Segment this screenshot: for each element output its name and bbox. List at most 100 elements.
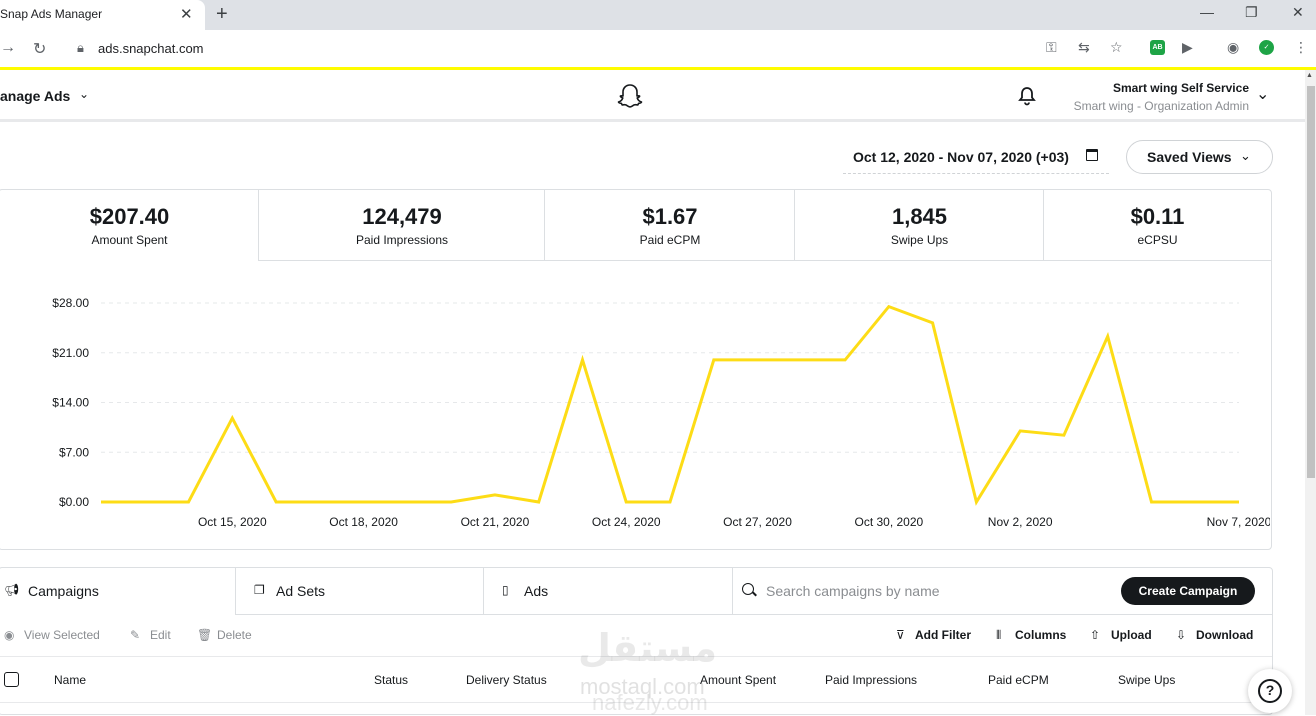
performance-card bbox=[0, 189, 1272, 550]
column-header-delivery-status[interactable]: Delivery Status bbox=[466, 673, 547, 687]
data-point[interactable] bbox=[403, 498, 411, 506]
restore-button[interactable]: ❐ bbox=[1245, 4, 1258, 20]
series-line-amount-spent[interactable] bbox=[101, 304, 1239, 506]
create-campaign-button[interactable]: Create Campaign bbox=[1121, 577, 1255, 605]
data-point[interactable] bbox=[710, 356, 718, 364]
account-role: Smart wing - Organization Admin bbox=[1073, 99, 1249, 113]
browser-menu-icon[interactable]: ⋮ bbox=[1294, 39, 1308, 55]
address-bar: → ↻ 🔒︎ ads.snapchat.com ⚿ ⇆ ☆ AB ▶ ◉ ✓ ⋮ bbox=[0, 30, 1316, 68]
data-point[interactable] bbox=[797, 356, 805, 364]
ad-sets-icon: ❐ bbox=[254, 583, 265, 597]
key-icon[interactable]: ⚿ bbox=[1046, 39, 1057, 55]
help-icon[interactable]: ? bbox=[1258, 679, 1282, 703]
manage-ads-menu[interactable]: anage Ads bbox=[0, 88, 71, 104]
account-chevron-icon[interactable]: ⌄ bbox=[1256, 86, 1270, 103]
metric-paid-impressions[interactable]: 124,479 Paid Impressions bbox=[258, 189, 545, 261]
metric-label: Amount Spent bbox=[91, 233, 168, 247]
data-point[interactable] bbox=[1191, 498, 1199, 506]
translate-icon[interactable]: ⇆ bbox=[1078, 39, 1090, 55]
column-header-paid-impressions[interactable]: Paid Impressions bbox=[825, 673, 918, 687]
column-header-paid-ecpm[interactable]: Paid eCPM bbox=[988, 673, 1049, 687]
chevron-down-icon[interactable]: ⌄ bbox=[1240, 148, 1251, 163]
columns-icon: ⦀ bbox=[996, 628, 1002, 642]
url-field[interactable]: ads.snapchat.com bbox=[98, 41, 204, 56]
data-point[interactable] bbox=[1016, 427, 1024, 435]
tab-label: Ads bbox=[524, 583, 549, 599]
data-point[interactable] bbox=[666, 498, 674, 506]
scroll-up-arrow-icon[interactable]: ▲ bbox=[1306, 72, 1313, 79]
metric-value: 124,479 bbox=[362, 204, 442, 229]
reload-icon[interactable]: ↻ bbox=[33, 41, 47, 58]
saved-views-button[interactable]: Saved Views bbox=[1126, 140, 1273, 174]
profile-icon[interactable]: ◉ bbox=[1227, 39, 1240, 55]
data-point[interactable] bbox=[360, 498, 368, 506]
column-header-status[interactable]: Status bbox=[374, 673, 409, 687]
columns-button[interactable]: Columns bbox=[1015, 628, 1067, 642]
shield-extension-icon[interactable]: ✓ bbox=[1259, 40, 1274, 55]
data-point[interactable] bbox=[622, 498, 630, 506]
bell-icon[interactable] bbox=[1017, 86, 1037, 106]
chevron-down-icon[interactable]: ⌄ bbox=[79, 87, 90, 101]
tab-campaigns[interactable]: 📢︎ Campaigns bbox=[0, 567, 236, 615]
star-icon[interactable]: ☆ bbox=[1110, 39, 1123, 55]
amount-spent-line-chart: $0.00 $7.00 $14.00 $21.00 $28.00 Oct 15, 2020… bbox=[52, 296, 1270, 529]
data-point[interactable] bbox=[841, 356, 849, 364]
close-tab-icon[interactable]: ✕ bbox=[180, 6, 193, 23]
search-input[interactable] bbox=[766, 578, 1106, 604]
data-point[interactable] bbox=[97, 498, 105, 506]
data-point[interactable] bbox=[447, 498, 455, 506]
eye-icon: ◉ bbox=[4, 628, 15, 642]
column-header-amount-spent[interactable]: Amount Spent bbox=[700, 673, 777, 687]
data-point[interactable] bbox=[754, 356, 762, 364]
trash-icon: 🗑︎ bbox=[197, 628, 213, 642]
account-name[interactable]: Smart wing Self Service bbox=[1112, 81, 1249, 95]
add-filter-button[interactable]: Add Filter bbox=[915, 628, 971, 642]
tab-label: Ad Sets bbox=[276, 583, 326, 599]
new-tab-button[interactable]: + bbox=[216, 3, 228, 25]
data-point[interactable] bbox=[1060, 431, 1068, 439]
scrollbar-thumb[interactable] bbox=[1307, 86, 1315, 478]
data-point[interactable] bbox=[1235, 498, 1243, 506]
data-point[interactable] bbox=[272, 498, 280, 506]
column-header-swipe-ups[interactable]: Swipe Ups bbox=[1118, 673, 1176, 687]
delete-button[interactable]: Delete bbox=[217, 628, 252, 642]
metric-amount-spent[interactable]: $207.40 Amount Spent bbox=[0, 189, 259, 261]
data-point[interactable] bbox=[578, 356, 586, 364]
metric-value: $0.11 bbox=[1130, 204, 1185, 229]
snapchat-ghost-icon[interactable] bbox=[616, 82, 644, 110]
tab-ads[interactable]: ▯ Ads bbox=[483, 567, 733, 615]
upload-icon: ⇧ bbox=[1090, 628, 1101, 642]
view-selected-button[interactable]: View Selected bbox=[24, 628, 100, 642]
upload-button[interactable]: Upload bbox=[1111, 628, 1152, 642]
column-header-name[interactable]: Name bbox=[54, 673, 87, 687]
data-point[interactable] bbox=[491, 491, 499, 499]
close-window-button[interactable]: ✕ bbox=[1292, 4, 1304, 20]
metric-ecpsu[interactable]: $0.11 eCPSU bbox=[1043, 189, 1271, 261]
data-point[interactable] bbox=[228, 414, 236, 422]
tab-ad-sets[interactable]: ❐ Ad Sets bbox=[235, 567, 484, 615]
data-point[interactable] bbox=[535, 498, 543, 506]
x-tick-label: Oct 18, 2020 bbox=[329, 515, 398, 529]
pencil-icon: ✎ bbox=[130, 628, 141, 642]
metric-paid-ecpm[interactable]: $1.67 Paid eCPM bbox=[544, 189, 795, 261]
data-point[interactable] bbox=[1104, 332, 1112, 340]
metric-value: 1,845 bbox=[891, 204, 948, 229]
data-point[interactable] bbox=[885, 303, 893, 311]
date-range-picker[interactable]: Oct 12, 2020 - Nov 07, 2020 (+03) bbox=[843, 142, 1109, 174]
data-point[interactable] bbox=[972, 498, 980, 506]
metric-swipe-ups[interactable]: 1,845 Swipe Ups bbox=[794, 189, 1044, 261]
adblock-extension-icon[interactable]: AB bbox=[1150, 40, 1165, 55]
edit-button[interactable]: Edit bbox=[150, 628, 171, 642]
download-button[interactable]: Download bbox=[1196, 628, 1254, 642]
data-point[interactable] bbox=[929, 319, 937, 327]
data-point[interactable] bbox=[1147, 498, 1155, 506]
browser-tab[interactable]: Snap Ads Manager ✕ bbox=[0, 0, 205, 30]
data-point[interactable] bbox=[141, 498, 149, 506]
data-point[interactable] bbox=[185, 498, 193, 506]
data-point[interactable] bbox=[316, 498, 324, 506]
minimize-button[interactable]: — bbox=[1200, 4, 1214, 20]
video-extension-icon[interactable]: ▶ bbox=[1182, 39, 1193, 55]
calendar-icon[interactable] bbox=[1086, 149, 1098, 161]
select-all-checkbox[interactable] bbox=[4, 672, 19, 687]
forward-icon[interactable]: → bbox=[0, 39, 16, 56]
